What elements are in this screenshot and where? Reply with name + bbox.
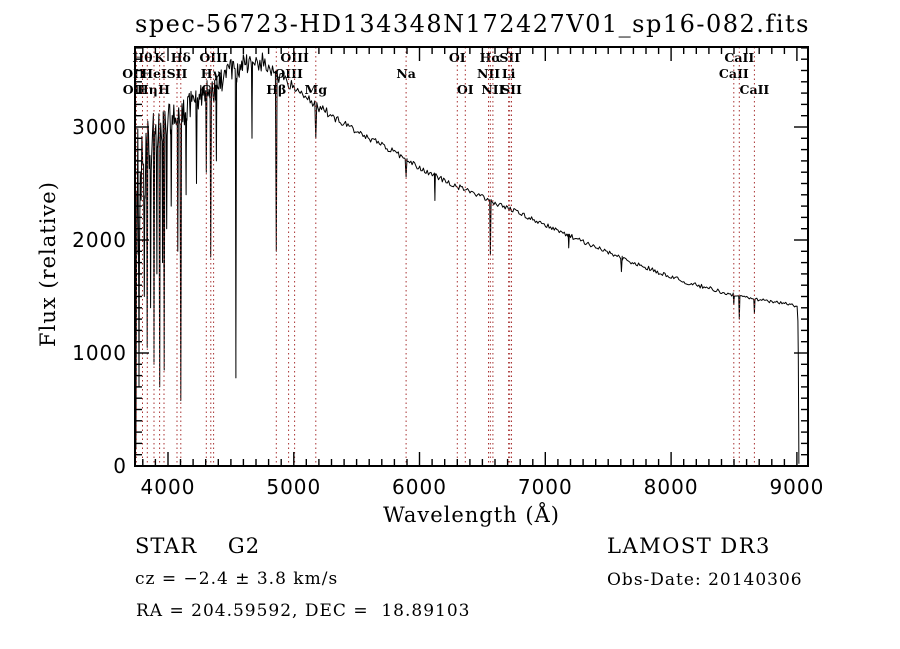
line-labels: OIIOIIHθHηHeIKHSIIHδGHγOIIIHβOIIIOIIIMgN… [122,50,769,97]
svg-text:5000: 5000 [266,475,321,499]
svg-text:CaII: CaII [719,66,749,81]
object-class-label: STAR G2 [135,534,261,558]
svg-text:1000: 1000 [72,341,127,365]
survey-release-label: LAMOST DR3 [607,534,771,558]
svg-text:7000: 7000 [518,475,573,499]
svg-text:NII: NII [481,82,504,97]
svg-text:3000: 3000 [72,115,127,139]
cz-velocity-value: cz = −2.4 ± 3.8 km/s [135,569,339,589]
svg-text:Na: Na [396,66,416,81]
svg-text:9000: 9000 [769,475,824,499]
svg-text:Hβ: Hβ [266,82,286,97]
svg-text:K: K [154,50,166,65]
plot-title: spec-56723-HD134348N172427V01_sp16-082.f… [135,10,810,38]
observation-date: Obs-Date: 20140306 [607,570,803,590]
line-markers [135,47,755,466]
svg-text:SII: SII [167,66,188,81]
svg-text:8000: 8000 [644,475,699,499]
spectrum-trace [134,52,800,464]
svg-text:6000: 6000 [392,475,447,499]
plot-frame [134,46,809,467]
svg-text:2000: 2000 [72,228,127,252]
svg-text:CaII: CaII [740,82,770,97]
x-axis-title: Wavelength (Å) [383,503,560,527]
svg-text:4000: 4000 [141,475,196,499]
svg-text:G: G [201,82,212,97]
svg-text:OII: OII [122,66,145,81]
svg-text:OI: OI [457,82,474,97]
svg-text:NII: NII [477,66,500,81]
svg-text:Mg: Mg [305,82,328,97]
svg-text:Li: Li [502,66,516,81]
svg-text:H: H [158,82,170,97]
svg-text:OIII: OIII [274,66,303,81]
y-axis-title: Flux (relative) [36,181,60,347]
ra-dec-coordinates: RA = 204.59592, DEC = 18.89103 [136,601,471,621]
svg-text:0: 0 [113,454,127,478]
svg-text:SII: SII [501,82,522,97]
axis-ticks: 4000 5000 6000 7000 8000 9000 0 1000 2000 3000 [72,47,824,499]
